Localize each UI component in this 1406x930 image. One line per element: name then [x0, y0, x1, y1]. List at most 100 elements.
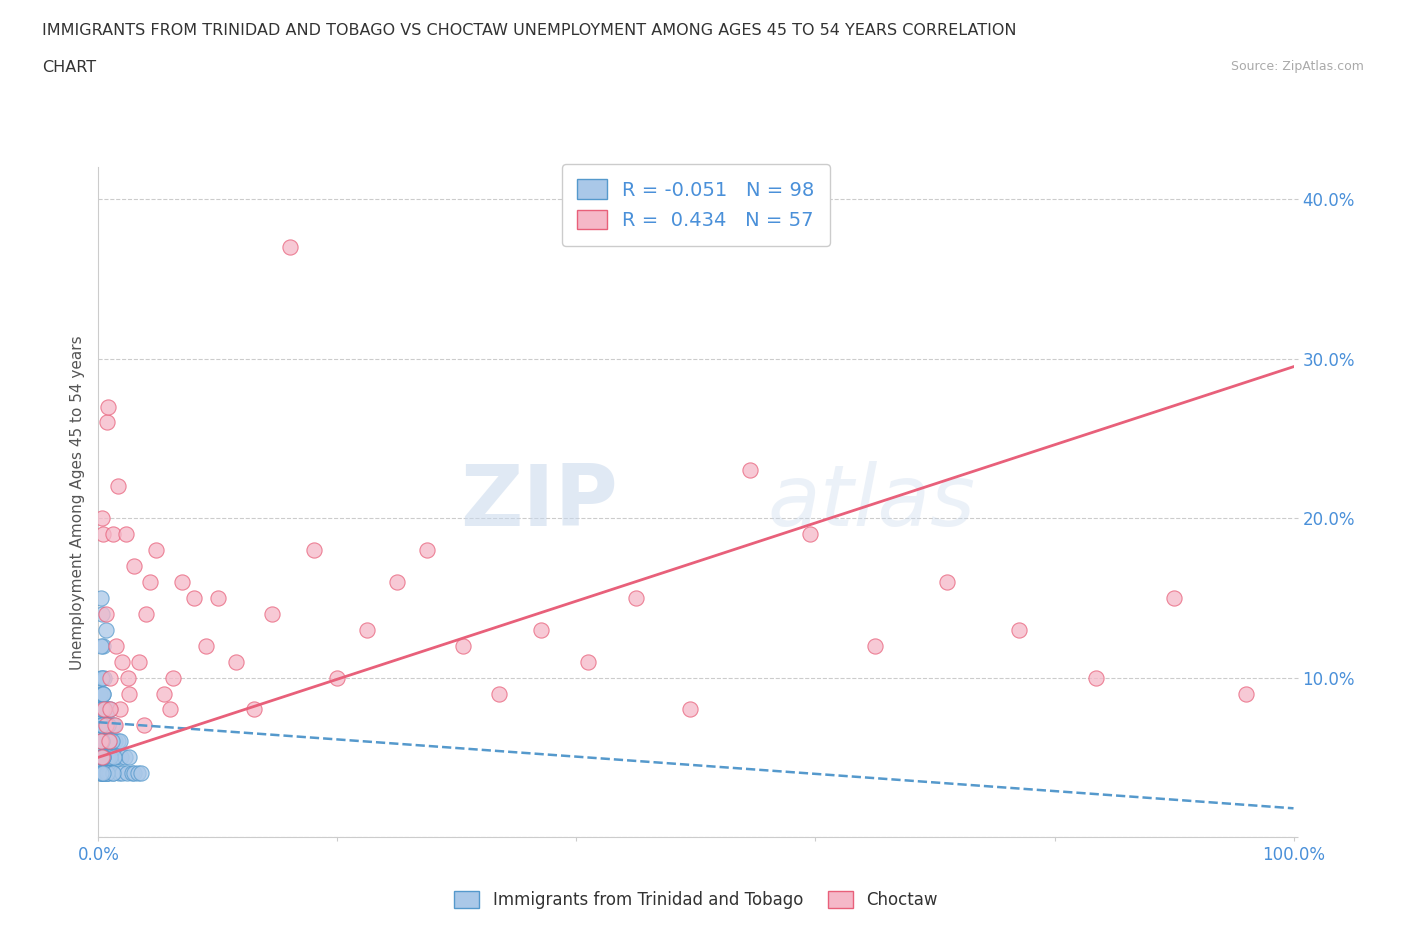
- Point: [108, 734, 131, 749]
- Point: [100, 750, 122, 764]
- Point: [91, 718, 114, 733]
- Point: [91, 734, 114, 749]
- Point: [91, 606, 114, 621]
- Text: ZIP: ZIP: [461, 460, 619, 544]
- Point: [111, 765, 134, 780]
- Point: [91, 765, 114, 780]
- Point: [90, 750, 112, 764]
- Point: [135, 606, 157, 621]
- Point: [278, 240, 301, 255]
- Legend: Immigrants from Trinidad and Tobago, Choctaw: Immigrants from Trinidad and Tobago, Cho…: [447, 884, 945, 916]
- Point: [101, 734, 124, 749]
- Point: [97, 702, 120, 717]
- Point: [93, 718, 115, 733]
- Point: [90, 638, 112, 653]
- Point: [105, 750, 128, 764]
- Point: [94, 718, 117, 733]
- Point: [98, 702, 122, 717]
- Point: [89, 750, 111, 764]
- Point: [529, 622, 551, 637]
- Point: [93, 702, 115, 717]
- Point: [103, 750, 125, 764]
- Point: [103, 718, 125, 733]
- Point: [1085, 671, 1108, 685]
- Point: [91, 750, 114, 764]
- Point: [162, 671, 184, 685]
- Point: [385, 575, 409, 590]
- Point: [91, 526, 114, 541]
- Point: [90, 734, 112, 749]
- Point: [97, 718, 120, 733]
- Point: [738, 463, 761, 478]
- Point: [91, 686, 114, 701]
- Point: [935, 575, 957, 590]
- Point: [93, 702, 115, 717]
- Point: [98, 734, 121, 749]
- Point: [225, 654, 247, 669]
- Point: [98, 718, 121, 733]
- Point: [90, 750, 112, 764]
- Point: [93, 671, 115, 685]
- Point: [98, 702, 122, 717]
- Point: [101, 765, 124, 780]
- Point: [94, 718, 117, 733]
- Point: [207, 591, 229, 605]
- Point: [90, 591, 112, 605]
- Point: [98, 765, 121, 780]
- Point: [91, 750, 114, 764]
- Point: [93, 734, 115, 749]
- Point: [97, 399, 120, 414]
- Point: [91, 686, 114, 701]
- Point: [576, 654, 599, 669]
- Point: [91, 702, 114, 717]
- Point: [326, 671, 349, 685]
- Point: [90, 702, 112, 717]
- Point: [107, 479, 129, 494]
- Point: [91, 686, 114, 701]
- Point: [451, 638, 474, 653]
- Point: [104, 734, 127, 749]
- Point: [94, 750, 117, 764]
- Point: [98, 750, 122, 764]
- Point: [107, 765, 129, 780]
- Point: [91, 638, 114, 653]
- Point: [97, 750, 120, 764]
- Point: [98, 734, 121, 749]
- Point: [91, 750, 114, 764]
- Point: [118, 686, 141, 701]
- Point: [121, 765, 143, 780]
- Point: [94, 765, 117, 780]
- Point: [416, 542, 439, 557]
- Point: [194, 638, 217, 653]
- Point: [90, 671, 112, 685]
- Point: [124, 765, 146, 780]
- Point: [96, 702, 118, 717]
- Point: [799, 526, 821, 541]
- Point: [96, 734, 118, 749]
- Point: [159, 702, 181, 717]
- Point: [94, 750, 117, 764]
- Point: [96, 765, 118, 780]
- Point: [89, 718, 111, 733]
- Point: [863, 638, 886, 653]
- Point: [105, 638, 128, 653]
- Y-axis label: Unemployment Among Ages 45 to 54 years: Unemployment Among Ages 45 to 54 years: [69, 335, 84, 670]
- Point: [89, 686, 111, 701]
- Point: [90, 765, 112, 780]
- Point: [127, 765, 149, 780]
- Point: [679, 702, 702, 717]
- Point: [91, 734, 114, 749]
- Point: [89, 765, 111, 780]
- Point: [97, 750, 120, 764]
- Point: [124, 559, 146, 574]
- Point: [98, 750, 121, 764]
- Point: [114, 750, 136, 764]
- Point: [96, 415, 118, 430]
- Point: [183, 591, 205, 605]
- Point: [153, 686, 176, 701]
- Point: [128, 654, 150, 669]
- Point: [91, 734, 114, 749]
- Point: [94, 702, 117, 717]
- Point: [110, 750, 132, 764]
- Point: [91, 734, 114, 749]
